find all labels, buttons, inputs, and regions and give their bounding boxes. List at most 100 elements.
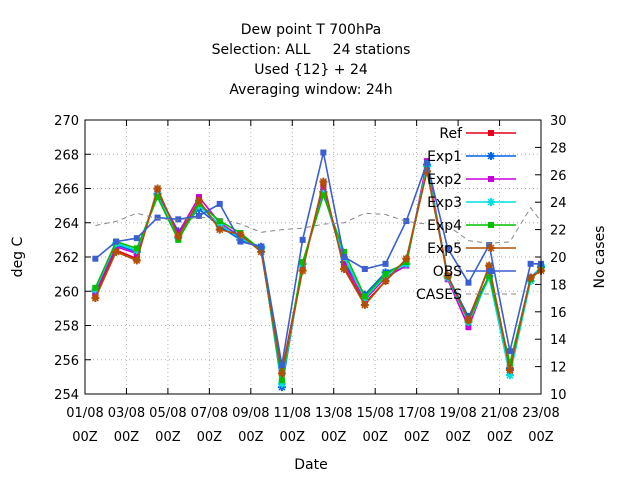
data-point [382, 260, 389, 267]
marker-stroke [444, 272, 452, 280]
y-tick-label: 256 [54, 354, 79, 369]
x-tick-label-time: 00Z [404, 430, 430, 445]
marker-stroke [112, 248, 120, 256]
data-point [278, 377, 285, 384]
data-point [486, 272, 493, 279]
marker-stroke [154, 184, 162, 193]
y-tick-label: 264 [54, 217, 79, 232]
y-tick-label: 258 [54, 320, 79, 335]
legend-marker [487, 152, 495, 160]
x-tick-label-time: 00Z [528, 430, 554, 445]
title-line-3: Used {12} + 24 [254, 62, 368, 78]
data-point [113, 238, 120, 245]
data-point [133, 245, 140, 252]
y-axis-label: deg C [10, 236, 26, 277]
data-point [381, 276, 390, 285]
data-point [258, 243, 265, 250]
data-point [299, 236, 306, 243]
data-point [154, 194, 161, 201]
data-point [175, 216, 182, 223]
data-point [361, 265, 368, 272]
series-layer [91, 149, 545, 392]
marker-stroke [487, 198, 495, 206]
data-point [443, 271, 452, 280]
y-tick-label: 268 [54, 148, 79, 163]
x-tick-label-date: 17/08 [398, 406, 435, 421]
series-line [94, 152, 541, 366]
y2-tick-label: 14 [550, 333, 567, 348]
data-point [195, 196, 203, 205]
y-tick-label: 260 [54, 285, 79, 300]
data-point [132, 256, 141, 265]
marker-stroke [174, 232, 182, 240]
x-tick-label-date: 19/08 [439, 406, 476, 421]
legend-label: Exp1 [427, 149, 462, 165]
data-point [298, 266, 307, 275]
data-point [486, 242, 493, 249]
data-point [506, 360, 513, 367]
legend-label: OBS [433, 264, 462, 280]
marker-stroke [402, 255, 410, 263]
marker-stroke [257, 248, 265, 256]
x-tick-label-time: 00Z [445, 430, 471, 445]
data-point [464, 316, 473, 325]
data-point [92, 255, 99, 262]
data-point [402, 254, 411, 263]
data-point [133, 235, 140, 242]
legend-label: Exp4 [427, 218, 462, 234]
data-point [424, 159, 430, 166]
data-point [196, 212, 202, 219]
y-tick-label: 262 [54, 251, 79, 266]
legend-marker [488, 176, 494, 182]
data-point [320, 192, 327, 199]
x-tick-label-date: 23/08 [522, 406, 559, 421]
series-exp5 [91, 167, 545, 378]
x-tick-label-date: 21/08 [481, 406, 518, 421]
title-line-1: Dew point T 700hPa [241, 22, 381, 38]
data-point [153, 184, 162, 193]
data-point [299, 259, 306, 266]
data-point [320, 185, 327, 192]
legend-item: Exp2 [427, 172, 516, 188]
x-tick-label-date: 03/08 [108, 406, 145, 421]
y2-tick-label: 20 [550, 251, 567, 266]
legend-marker [487, 198, 495, 206]
legend-marker [487, 244, 495, 252]
legend-label: CASES [416, 287, 462, 303]
y2-tick-label: 18 [550, 278, 567, 293]
y2-tick-label: 12 [550, 361, 567, 376]
grid [85, 120, 541, 394]
marker-stroke [464, 316, 472, 324]
legend-label: Exp3 [427, 195, 462, 211]
x-tick-label-time: 00Z [280, 430, 306, 445]
legend-item: OBS [433, 264, 516, 280]
y2-tick-label: 24 [550, 196, 567, 211]
legend-item: Exp3 [427, 195, 516, 211]
data-point [506, 348, 513, 355]
marker-stroke [216, 226, 224, 234]
marker-stroke [299, 267, 307, 275]
marker-stroke [527, 274, 535, 282]
y2-tick-label: 26 [550, 169, 567, 184]
legend-label: Exp5 [427, 241, 462, 257]
legend-item: Exp5 [427, 241, 516, 257]
marker-stroke [485, 262, 493, 270]
legend-label: Exp2 [427, 172, 462, 188]
legend-label: Ref [439, 126, 463, 142]
data-point [361, 293, 368, 300]
data-point [360, 300, 369, 309]
data-point [174, 232, 183, 241]
data-point [216, 218, 223, 225]
data-point [341, 248, 348, 255]
x-tick-label-date: 05/08 [149, 406, 186, 421]
legend-item: CASES [416, 287, 516, 303]
data-point [237, 238, 244, 245]
legend-marker [488, 268, 494, 274]
axes: 254 256 258 260 262 264 266 268 270 10 12 14 16 18 20 2… [54, 114, 566, 445]
data-point [320, 149, 327, 156]
data-point [444, 245, 451, 252]
x-tick-label-time: 00Z [72, 430, 98, 445]
x-tick-label-date: 15/08 [356, 406, 393, 421]
title-line-4: Averaging window: 24h [229, 82, 392, 98]
